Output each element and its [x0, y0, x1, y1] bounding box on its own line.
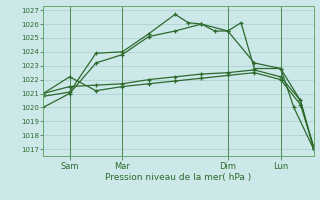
X-axis label: Pression niveau de la mer( hPa ): Pression niveau de la mer( hPa ) — [105, 173, 252, 182]
